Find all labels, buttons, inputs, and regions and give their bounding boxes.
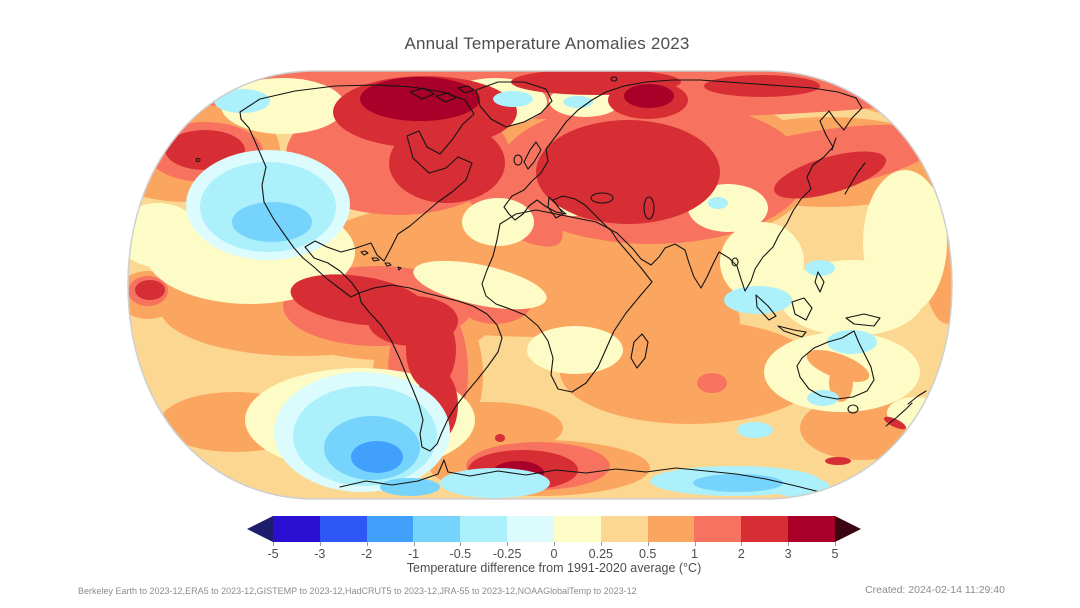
created-text: Created: 2024-02-14 11:29:40 [865,584,1005,596]
coastline-borneo [791,297,813,321]
coastline-sri-lanka [731,257,739,267]
colorbar-segment [413,516,461,542]
coastlines [195,76,927,493]
colorbar-tick [413,542,415,546]
coastline-sakhalin [831,137,837,151]
colorbar-tick-label: 0 [550,547,558,561]
colorbar: -5 -3 -2 -1 -0.5 -0.25 0 0.25 0.5 1 2 3 5 [247,516,861,561]
colorbar-segment [553,516,601,542]
colorbar-segment [366,516,414,542]
colorbar-tick-label: 0.5 [638,547,657,561]
colorbar-tick-label: 3 [784,547,792,561]
colorbar-tick [741,542,743,546]
coastline-eurasia [503,79,863,292]
colorbar-tick [694,542,696,546]
colorbar-tick-label: -1 [407,547,420,561]
coastline-caribbean-islands [360,250,402,271]
colorbar-tick [788,542,790,546]
coastline-philippines [814,271,825,293]
colorbar-segment [600,516,648,542]
colorbar-body [273,516,835,542]
colorbar-tick [647,542,649,546]
colorbar-ticks: -5 -3 -2 -1 -0.5 -0.25 0 0.25 0.5 1 2 3 5 [267,542,838,568]
coastline-greenland [475,81,553,128]
colorbar-segment [788,516,835,542]
coastline-new-zealand [885,390,927,427]
colorbar-left-arrow [247,516,273,542]
coastline-sumatra [755,294,777,321]
colorbar-segment [647,516,695,542]
colorbar-segment [694,516,742,542]
colorbar-segment [507,516,554,542]
sources-text: Berkeley Earth to 2023-12,ERA5 to 2023-1… [78,586,637,596]
page-title: Annual Temperature Anomalies 2023 [404,34,690,53]
coastline-africa [481,209,653,393]
coastline-ireland [513,154,523,166]
colorbar-tick-label: -0.25 [492,547,522,561]
colorbar-tick [273,542,274,546]
coastline-south-america [358,284,503,452]
coastline-tasmania [847,404,859,414]
coastline-madagascar [630,333,649,369]
colorbar-tick [835,542,836,546]
coastline-island-dot [195,157,201,163]
coastline-antarctica [339,459,821,493]
coastline-australia [796,330,875,400]
colorbar-tick [600,542,602,546]
coastline-java [777,325,807,338]
colorbar-tick [366,542,368,546]
colorbar-segment [319,516,367,542]
coastline-svalbard [610,76,618,82]
coastline-arctic-islands [409,85,475,103]
colorbar-tick-label: -5 [267,547,279,561]
coastline-black-sea [590,192,614,204]
coastline-new-guinea [845,313,881,327]
colorbar-tick-label: -3 [314,547,326,561]
map-outline [127,70,953,500]
colorbar-tick-label: -2 [361,547,373,561]
anomaly-regions [128,71,952,498]
colorbar-tick-label: 0.25 [588,547,613,561]
coastline-japan [844,162,866,195]
colorbar-label: Temperature difference from 1991-2020 av… [406,561,702,575]
colorbar-tick-label: 1 [691,547,698,561]
coastline-north-america [239,84,475,298]
colorbar-tick [319,542,321,546]
colorbar-tick [460,542,462,546]
colorbar-tick [507,542,509,546]
colorbar-segment [273,516,320,542]
coastline-britain [523,141,542,170]
colorbar-tick-label: 5 [831,547,839,561]
colorbar-right-arrow [835,516,861,542]
colorbar-tick-label: -0.5 [449,547,472,561]
colorbar-segment [741,516,789,542]
coastline-italy [547,196,564,219]
colorbar-segment [460,516,508,542]
colorbar-tick [554,542,555,546]
colorbar-tick-label: 2 [737,547,745,561]
coastline-caspian-sea [643,196,655,220]
